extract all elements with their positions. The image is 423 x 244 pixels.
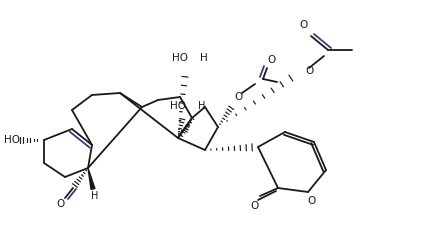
Text: HO: HO	[4, 135, 20, 145]
Text: O: O	[300, 20, 308, 30]
Text: H: H	[91, 191, 99, 201]
Text: HO: HO	[170, 101, 186, 111]
Text: O: O	[250, 201, 258, 211]
Text: O: O	[234, 92, 242, 102]
Text: O: O	[56, 199, 64, 209]
Polygon shape	[88, 168, 95, 189]
Text: O: O	[267, 55, 275, 65]
Text: O: O	[305, 66, 313, 76]
Text: H: H	[200, 53, 208, 63]
Text: HO: HO	[172, 53, 188, 63]
Text: H: H	[198, 101, 206, 111]
Text: O: O	[308, 196, 316, 206]
